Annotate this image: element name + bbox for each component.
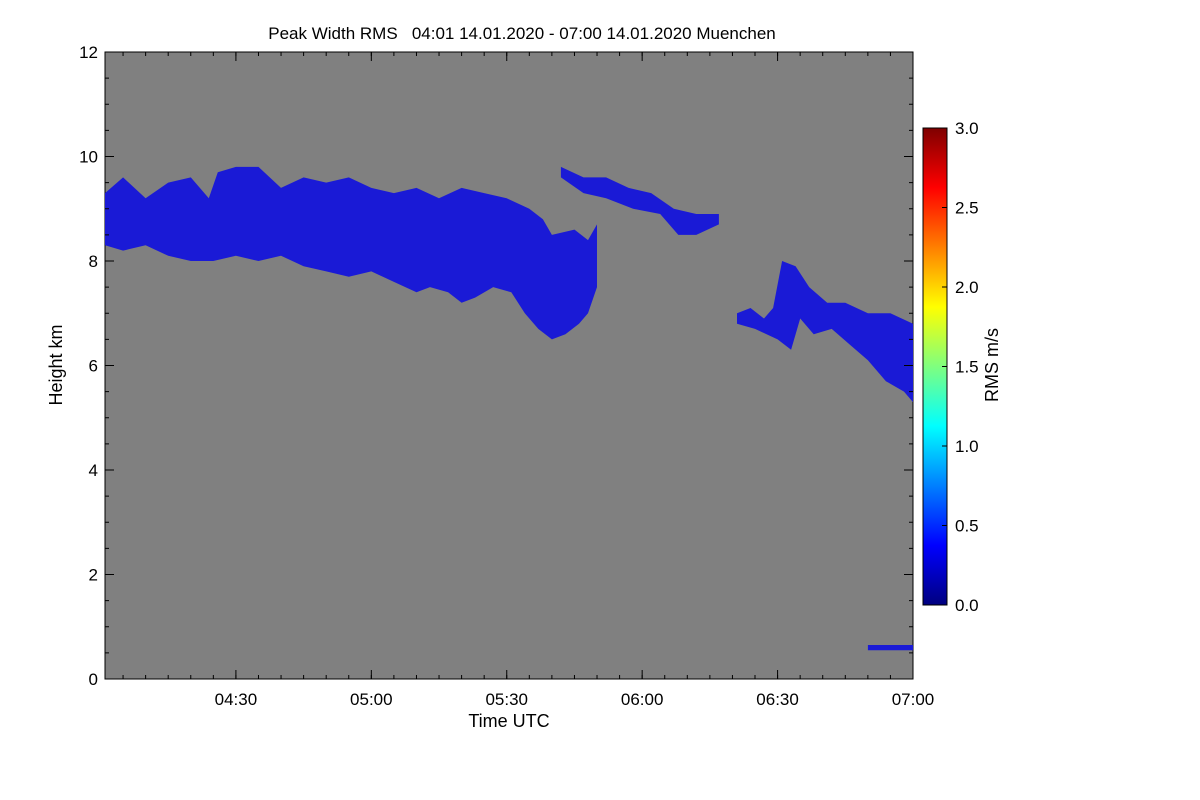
- x-tick-label: 04:30: [215, 690, 258, 709]
- y-tick-label: 0: [89, 670, 98, 689]
- x-tick-label: 06:00: [621, 690, 664, 709]
- cloud-layer-3: [737, 261, 913, 403]
- y-tick-label: 4: [89, 461, 98, 480]
- x-tick-label: 06:30: [756, 690, 799, 709]
- colorbar-tick-label: 0.0: [955, 596, 979, 615]
- y-tick-label: 12: [79, 43, 98, 62]
- colorbar-tick-label: 3.0: [955, 119, 979, 138]
- y-tick-label: 10: [79, 148, 98, 167]
- x-axis-label: Time UTC: [468, 711, 549, 731]
- x-tick-label: 07:00: [892, 690, 935, 709]
- y-axis-label: Height km: [46, 324, 66, 405]
- x-tick-label: 05:00: [350, 690, 393, 709]
- y-tick-label: 2: [89, 566, 98, 585]
- plot-background: [104, 51, 914, 680]
- data-regions: [105, 166, 913, 651]
- colorbar-tick-label: 0.5: [955, 517, 979, 536]
- colorbar-tick-label: 2.0: [955, 278, 979, 297]
- cloud-layer-2: [560, 166, 719, 235]
- surface-echoes: [867, 645, 913, 651]
- colorbar-tick-label: 2.5: [955, 199, 979, 218]
- cloud-layer-1: [105, 166, 597, 340]
- y-tick-label: 6: [89, 357, 98, 376]
- colorbar-tick-label: 1.5: [955, 358, 979, 377]
- x-axis: 04:30 05:00 05:30 06:00 06:30 07:00: [122, 52, 935, 709]
- x-tick-label: 05:30: [485, 690, 528, 709]
- colorbar-label: RMS m/s: [982, 328, 1002, 402]
- chart-title: Peak Width RMS 04:01 14.01.2020 - 07:00 …: [268, 24, 776, 43]
- y-tick-label: 8: [89, 252, 98, 271]
- colorbar-tick-label: 1.0: [955, 437, 979, 456]
- y-axis: 0 2 4 6 8 10 12: [79, 43, 913, 689]
- colorbar-ticks: 0.0 0.5 1.0 1.5 2.0 2.5 3.0: [942, 119, 979, 615]
